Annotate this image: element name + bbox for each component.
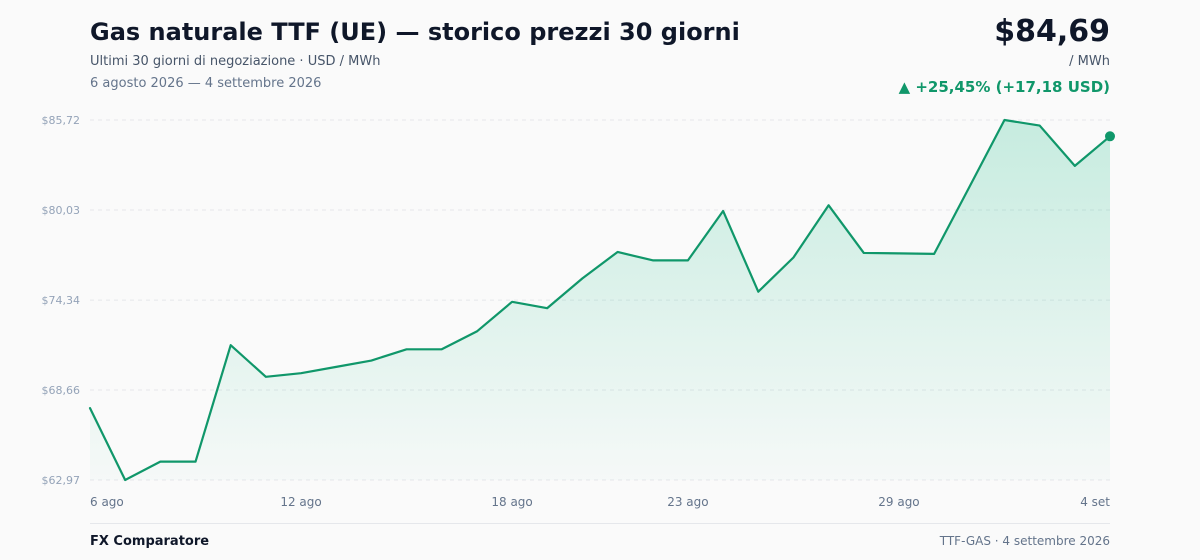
x-tick-label: 18 ago [491, 495, 532, 509]
y-tick-label: $74,34 [42, 294, 81, 307]
chart-title: Gas naturale TTF (UE) — storico prezzi 3… [90, 18, 740, 46]
x-tick-label: 23 ago [667, 495, 708, 509]
x-tick-label: 6 ago [90, 495, 124, 509]
latest-price-marker [1105, 131, 1115, 142]
price-unit: / MWh [1069, 54, 1110, 69]
footer-divider [90, 523, 1110, 524]
price-area [90, 120, 1110, 480]
x-tick-label: 4 set [1080, 495, 1110, 509]
price-change: ▲ +25,45% (+17,18 USD) [898, 78, 1110, 96]
x-axis: 6 ago 12 ago 18 ago 23 ago 29 ago 4 set [90, 495, 1110, 509]
y-axis: $85,72 $80,03 $74,34 $68,66 $62,97 [42, 114, 81, 487]
x-tick-label: 29 ago [878, 495, 919, 509]
price-line [88, 118, 1112, 482]
current-price: $84,69 [994, 14, 1110, 49]
footer-brand: FX Comparatore [90, 534, 210, 549]
data-points [1105, 131, 1115, 142]
y-tick-label: $80,03 [42, 204, 81, 217]
x-tick-label: 12 ago [280, 495, 321, 509]
y-tick-label: $62,97 [42, 474, 81, 487]
footer-source: TTF-GAS · 4 settembre 2026 [939, 534, 1110, 548]
y-tick-label: $68,66 [42, 384, 81, 397]
y-tick-label: $85,72 [42, 114, 81, 127]
chart-subtitle: Ultimi 30 giorni di negoziazione · USD /… [90, 54, 381, 69]
date-range: 6 agosto 2026 — 4 settembre 2026 [90, 76, 322, 91]
